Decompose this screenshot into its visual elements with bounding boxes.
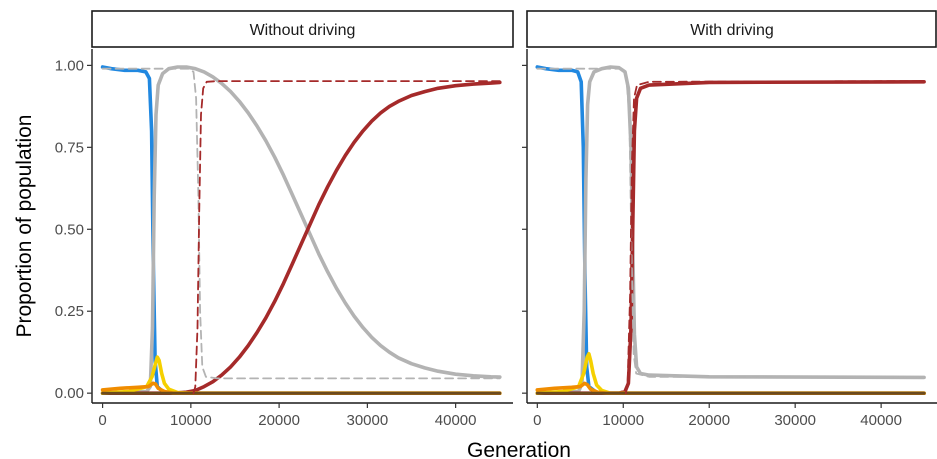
series-line-red-solid	[100, 80, 502, 395]
series-line-red-dashed	[624, 80, 925, 395]
x-tick-label: 20000	[688, 412, 730, 429]
strip-box	[91, 10, 514, 48]
x-tick-label: 40000	[435, 412, 477, 429]
series-line-yellow-solid	[100, 355, 502, 395]
y-axis-title: Proportion of population	[13, 115, 36, 338]
x-tick-label: 10000	[170, 412, 212, 429]
x-tick-label: 40000	[860, 412, 902, 429]
series-line-gray-solid	[100, 65, 502, 395]
x-tick-label: 0	[98, 412, 106, 429]
series-group	[535, 65, 926, 395]
x-axis-title: Generation	[467, 439, 571, 459]
series-line-gray-solid	[535, 65, 926, 395]
x-tick-label: 30000	[774, 412, 816, 429]
y-tick-label: 1.00	[55, 57, 84, 74]
series-group	[100, 65, 502, 395]
series-line-blue-solid	[100, 65, 502, 395]
x-tick-label: 0	[533, 412, 541, 429]
strip-box	[526, 10, 937, 48]
series-line-blue-solid	[535, 65, 926, 395]
y-tick-label: 0.50	[55, 221, 84, 238]
series-line-gray-dashed	[101, 67, 501, 380]
x-tick-label: 20000	[258, 412, 300, 429]
series-line-red-solid	[535, 80, 926, 395]
panel-1: Without driving 0 10000 20000 30000 40000 0.00…	[55, 10, 514, 429]
x-tick-label: 30000	[347, 412, 389, 429]
x-tick-label: 10000	[602, 412, 644, 429]
series-line-gray-dashed	[536, 67, 925, 379]
y-tick-label: 0.00	[55, 385, 84, 402]
strip-label: Without driving	[250, 22, 356, 39]
series-line-red-dashed	[192, 80, 501, 395]
strip-label: With driving	[690, 22, 774, 39]
y-tick-label: 0.75	[55, 139, 84, 156]
y-tick-label: 0.25	[55, 303, 84, 320]
series-line-yellow-solid	[535, 352, 926, 395]
panel-2: With driving 0 10000 20000 30000 40000	[522, 10, 937, 429]
